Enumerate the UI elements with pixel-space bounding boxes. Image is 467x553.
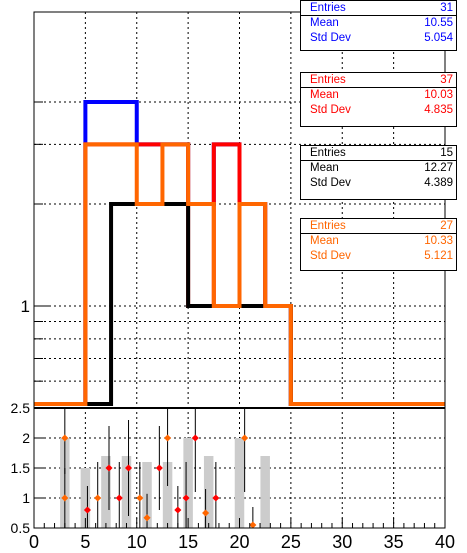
stat-row-std-dev: Std Dev 4.389 [301,176,456,190]
std-dev-label: Std Dev [310,176,351,189]
std-dev-value: 5.054 [424,31,453,44]
histogram-series-group [34,100,445,406]
stat-row-std-dev: Std Dev 4.835 [301,103,456,117]
stat-row-mean: Mean 10.55 [301,16,456,30]
data-point [83,506,91,514]
data-point [143,514,151,522]
stat-box-black: Entries 15 Mean 12.27 Std Dev 4.389 [300,145,457,200]
x-tick-label: 15 [178,532,198,552]
data-point [105,464,113,472]
band-bar [260,456,270,528]
band-bar [162,462,173,528]
stat-row-entries: Entries 27 [301,219,456,235]
lower-y-ticks: 0.5 1 1.5 2 2.5 [11,400,44,536]
data-point [61,494,69,502]
lower-y-tick-label: 0.5 [11,520,31,536]
mean-value: 12.27 [424,162,453,175]
mean-label: Mean [310,235,339,248]
data-point [61,434,69,442]
mean-value: 10.55 [424,17,453,30]
lower-y-tick-label: 2 [22,430,30,446]
x-tick-label: 35 [384,532,404,552]
band-bar [203,456,214,528]
stat-row-std-dev: Std Dev 5.121 [301,249,456,263]
entries-value: 37 [440,74,453,86]
data-point [164,434,172,442]
data-point [136,494,144,502]
lower-y-tick-label: 1 [22,490,30,506]
entries-label: Entries [310,220,346,232]
data-point [174,506,182,514]
band-bar [101,456,111,528]
data-point [94,494,102,502]
mean-value: 10.33 [424,235,453,248]
upper-y-tick-label: 1 [21,297,30,316]
x-tick-label: 40 [435,532,455,552]
data-point [212,494,220,502]
data-point [155,464,163,472]
stat-row-std-dev: Std Dev 5.054 [301,31,456,45]
x-tick-label: 10 [127,532,147,552]
stat-box-orange: Entries 27 Mean 10.33 Std Dev 5.121 [300,218,457,271]
entries-value: 27 [440,220,453,232]
entries-value: 15 [440,147,453,159]
std-dev-value: 5.121 [424,249,453,262]
stat-box-red: Entries 37 Mean 10.03 Std Dev 4.835 [300,72,457,127]
std-dev-value: 4.389 [424,176,453,189]
entries-label: Entries [310,2,346,14]
std-dev-label: Std Dev [310,103,351,116]
std-dev-label: Std Dev [310,31,351,44]
stat-row-entries: Entries 31 [301,1,456,17]
stat-row-entries: Entries 15 [301,146,456,162]
band-bar [234,438,245,528]
entries-label: Entries [310,147,346,159]
x-tick-label: 25 [281,532,301,552]
data-point [182,494,190,502]
stat-row-entries: Entries 37 [301,73,456,89]
std-dev-value: 4.835 [424,103,453,116]
stat-row-mean: Mean 10.03 [301,88,456,102]
stat-row-mean: Mean 10.33 [301,234,456,248]
data-point [115,494,123,502]
x-tick-label: 5 [80,532,90,552]
lower-y-tick-label: 1.5 [11,460,31,476]
lower-y-tick-label: 2.5 [11,400,31,416]
data-point [124,464,133,472]
entries-value: 31 [440,2,453,14]
x-tick-label: 30 [332,532,352,552]
mean-label: Mean [310,162,339,175]
histogram-line [34,142,445,406]
data-point [249,521,257,529]
ratio-points [61,408,257,529]
x-ticks: 0 5 10 15 20 25 30 35 40 [29,518,455,552]
mean-value: 10.03 [424,89,453,102]
mean-label: Mean [310,89,339,102]
x-tick-label: 20 [229,532,249,552]
stat-box-blue: Entries 31 Mean 10.55 Std Dev 5.054 [300,0,457,51]
band-bar [183,438,193,528]
band-bar [80,468,91,528]
upper-y-ticks: 1 [21,101,50,382]
x-tick-label: 0 [29,532,39,552]
uncertainty-band [60,438,270,528]
data-point [202,509,210,517]
data-point [241,434,249,442]
band-bar [121,456,132,528]
entries-label: Entries [310,74,346,86]
mean-label: Mean [310,17,339,30]
data-point [191,434,199,442]
std-dev-label: Std Dev [310,249,351,262]
stat-row-mean: Mean 12.27 [301,161,456,175]
